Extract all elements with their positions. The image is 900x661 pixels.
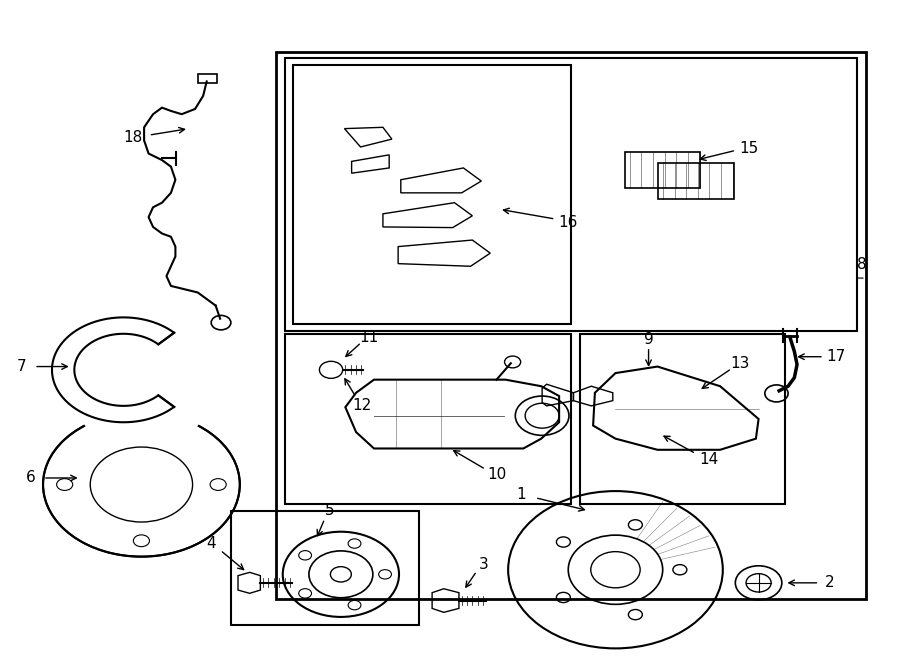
- Text: 10: 10: [487, 467, 506, 482]
- Text: 14: 14: [700, 452, 719, 467]
- Text: 13: 13: [730, 356, 750, 371]
- Wedge shape: [77, 403, 205, 485]
- Text: 5: 5: [324, 503, 334, 518]
- Text: 4: 4: [206, 536, 216, 551]
- Text: 9: 9: [644, 332, 653, 346]
- Text: 8: 8: [857, 257, 867, 272]
- Text: 17: 17: [827, 349, 846, 364]
- Text: 16: 16: [558, 215, 578, 230]
- Text: 2: 2: [825, 575, 835, 590]
- Text: 1: 1: [517, 487, 526, 502]
- Text: 18: 18: [122, 130, 142, 145]
- Text: 15: 15: [739, 141, 759, 156]
- Text: 7: 7: [17, 359, 26, 374]
- Text: 12: 12: [352, 399, 371, 413]
- Text: 11: 11: [359, 330, 378, 344]
- Text: 3: 3: [479, 557, 489, 572]
- Text: 6: 6: [25, 471, 35, 485]
- Bar: [198, 73, 218, 83]
